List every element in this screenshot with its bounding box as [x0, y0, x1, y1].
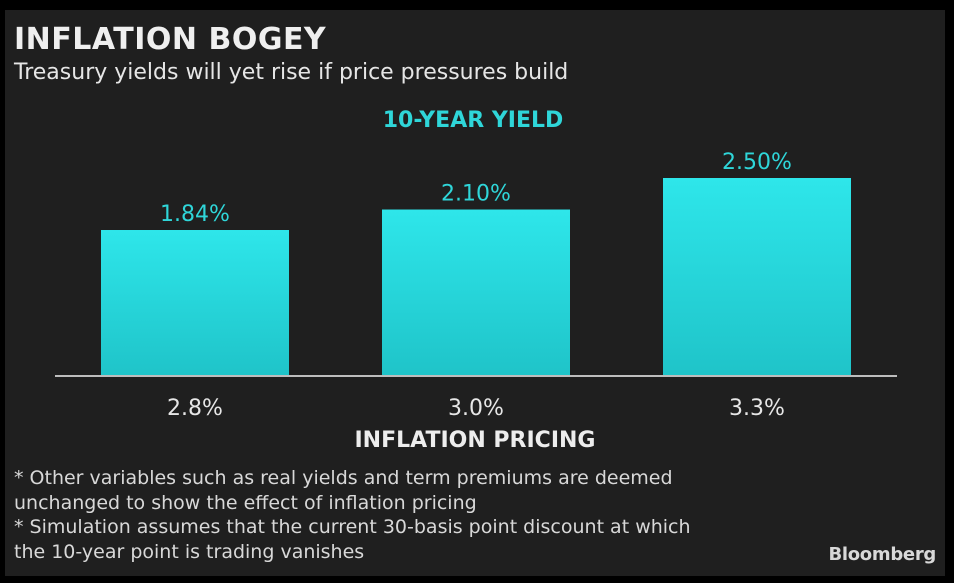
bloomberg-logo: Bloomberg — [828, 544, 936, 565]
chart-subtitle: Treasury yields will yet rise if price p… — [14, 60, 569, 85]
x-tick-label: 3.0% — [448, 396, 504, 421]
x-tick-label: 3.3% — [729, 396, 785, 421]
bar — [101, 230, 289, 375]
bar — [382, 209, 570, 375]
chart-heading: 10-YEAR YIELD — [383, 108, 564, 133]
data-label: 2.10% — [441, 182, 511, 207]
footnote-line: * Simulation assumes that the current 30… — [14, 516, 691, 538]
data-label: 1.84% — [160, 202, 230, 227]
data-label: 2.50% — [722, 150, 792, 175]
footnote-line: the 10-year point is trading vanishes — [14, 540, 365, 563]
footnote-line: unchanged to show the effect of inflatio… — [14, 491, 477, 514]
bar — [663, 178, 851, 375]
footnotes: * Other variables such as real yields an… — [14, 466, 814, 564]
footnote-line: * Other variables such as real yields an… — [14, 467, 673, 489]
x-axis-label: INFLATION PRICING — [355, 428, 596, 453]
chart-title: INFLATION BOGEY — [14, 22, 327, 57]
x-tick-label: 2.8% — [167, 396, 223, 421]
